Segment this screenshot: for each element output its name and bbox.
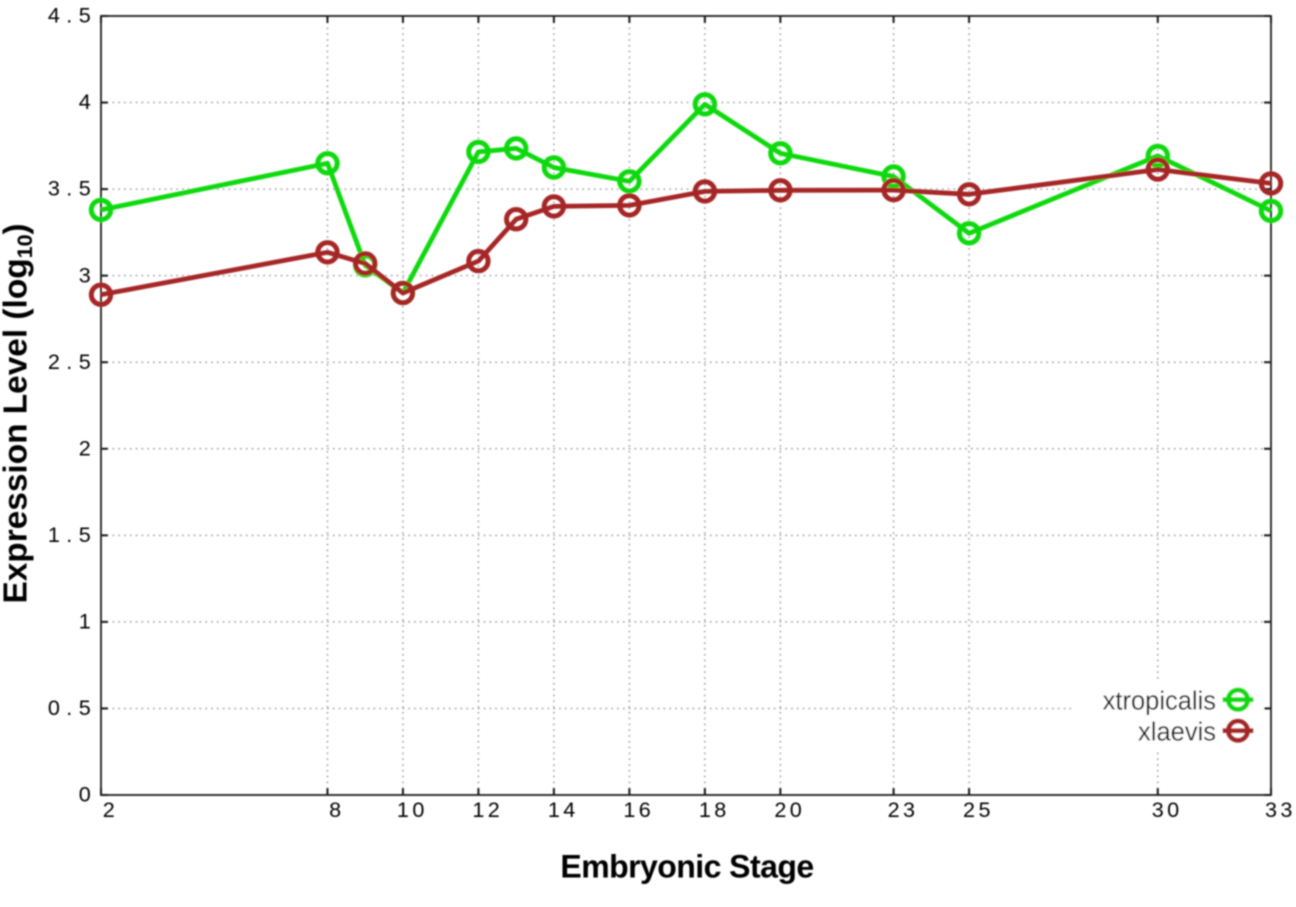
svg-text:4: 4 [48,3,60,28]
svg-text:4: 4 [563,797,575,822]
svg-text:6: 6 [639,797,651,822]
svg-text:2: 2 [963,797,975,822]
svg-text:.: . [66,522,72,547]
svg-text:5: 5 [79,522,91,547]
svg-text:5: 5 [79,3,91,28]
svg-text:xtropicalis: xtropicalis [1103,688,1216,716]
svg-text:1: 1 [699,797,711,822]
svg-text:.: . [66,176,72,201]
svg-text:2: 2 [888,797,900,822]
svg-text:0: 0 [1167,797,1179,822]
svg-text:1: 1 [48,522,60,547]
svg-text:3: 3 [1152,797,1164,822]
svg-text:5: 5 [79,176,91,201]
svg-text:8: 8 [714,797,726,822]
svg-text:3: 3 [1265,797,1277,822]
svg-text:8: 8 [329,797,341,822]
svg-text:.: . [66,349,72,374]
svg-text:2: 2 [488,797,500,822]
svg-text:0: 0 [790,797,802,822]
svg-text:2: 2 [79,435,91,460]
svg-text:5: 5 [79,349,91,374]
svg-text:3: 3 [903,797,915,822]
svg-text:1: 1 [472,797,484,822]
svg-text:Expression Level (log10): Expression Level (log10) [0,223,37,603]
svg-text:0: 0 [48,695,60,720]
svg-text:Embryonic Stage: Embryonic Stage [560,849,813,885]
svg-text:1: 1 [397,797,409,822]
svg-text:5: 5 [79,695,91,720]
svg-text:3: 3 [48,176,60,201]
svg-text:.: . [66,3,72,28]
svg-text:.: . [66,695,72,720]
svg-text:4: 4 [79,89,91,114]
svg-text:2: 2 [48,349,60,374]
svg-text:0: 0 [412,797,424,822]
svg-text:3: 3 [79,262,91,287]
svg-text:0: 0 [79,782,91,807]
svg-text:2: 2 [774,797,786,822]
svg-text:1: 1 [79,608,91,633]
svg-text:3: 3 [1280,797,1292,822]
svg-text:1: 1 [548,797,560,822]
svg-text:1: 1 [623,797,635,822]
svg-text:5: 5 [978,797,990,822]
svg-text:2: 2 [103,797,115,822]
svg-text:xlaevis: xlaevis [1138,719,1216,747]
